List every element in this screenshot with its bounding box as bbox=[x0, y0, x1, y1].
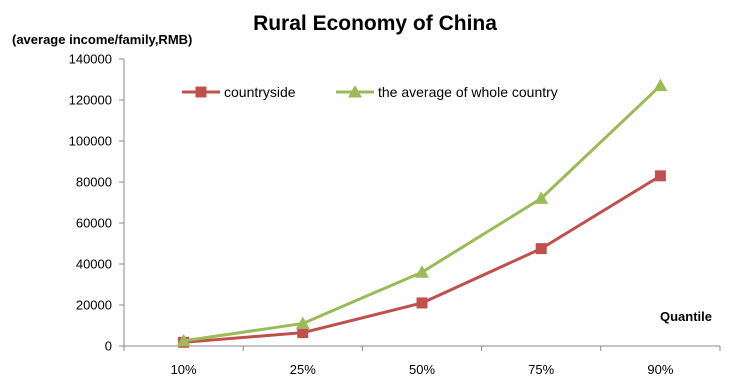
y-tick-label: 100000 bbox=[69, 134, 112, 149]
data-point bbox=[415, 265, 429, 278]
x-axis-ticks: 10% 25% 50% 75% 90% bbox=[123, 346, 721, 377]
legend-item: the average of whole country bbox=[336, 84, 558, 100]
data-point bbox=[653, 78, 668, 92]
legend: countryside the average of whole country bbox=[182, 84, 558, 100]
x-axis-label: Quantile bbox=[660, 309, 712, 324]
series-0 bbox=[178, 170, 666, 348]
chart-title: Rural Economy of China bbox=[253, 12, 497, 35]
legend-marker bbox=[348, 85, 362, 98]
data-point bbox=[535, 243, 547, 255]
y-tick-label: 80000 bbox=[76, 175, 112, 190]
y-tick-label: 120000 bbox=[69, 93, 112, 108]
data-point bbox=[295, 316, 310, 329]
x-tick-label: 50% bbox=[409, 362, 435, 377]
legend-item: countryside bbox=[182, 84, 296, 100]
series-1 bbox=[176, 78, 668, 347]
data-point bbox=[654, 170, 666, 182]
y-axis-ticks: 0 20000 40000 60000 80000 100000 120000 140000 bbox=[69, 52, 124, 354]
legend-label: the average of whole country bbox=[378, 84, 558, 100]
y-tick-label: 20000 bbox=[76, 298, 112, 313]
y-tick-label: 140000 bbox=[69, 52, 112, 67]
data-point bbox=[297, 327, 309, 339]
y-axis-label: (average income/family,RMB) bbox=[12, 32, 192, 47]
y-tick-label: 40000 bbox=[76, 257, 112, 272]
y-tick-label: 0 bbox=[105, 339, 112, 354]
data-point bbox=[416, 297, 428, 309]
legend-marker bbox=[195, 86, 207, 98]
series-line bbox=[183, 174, 662, 344]
x-tick-label: 90% bbox=[647, 362, 673, 377]
x-tick-label: 25% bbox=[290, 362, 316, 377]
x-tick-label: 10% bbox=[171, 362, 197, 377]
series-layer bbox=[176, 78, 668, 348]
y-tick-label: 60000 bbox=[76, 216, 112, 231]
data-point bbox=[534, 191, 549, 204]
legend-label: countryside bbox=[224, 84, 296, 100]
x-tick-label: 75% bbox=[528, 362, 554, 377]
data-point bbox=[176, 333, 191, 347]
